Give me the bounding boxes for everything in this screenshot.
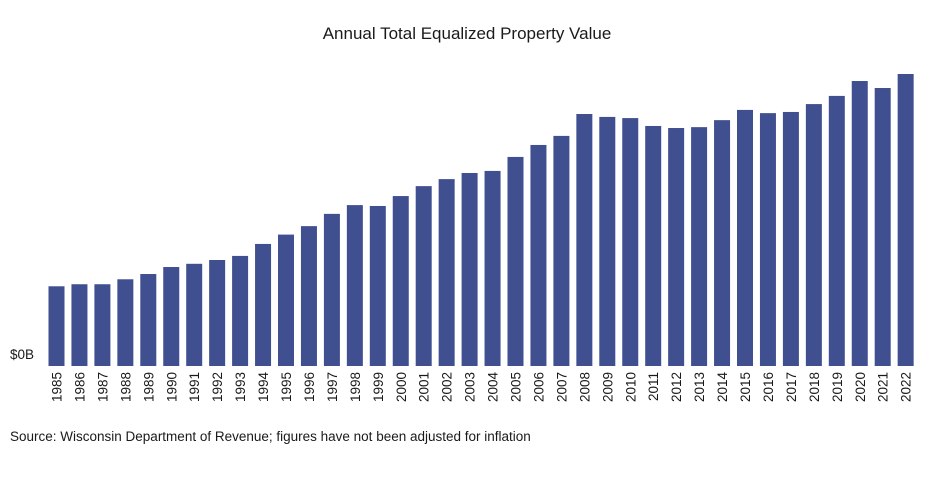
bar-1996	[300, 226, 317, 366]
bar-1989	[140, 274, 157, 366]
x-tick-2000: 2000	[394, 372, 409, 402]
bar-2017	[782, 111, 799, 367]
x-tick-1986: 1986	[72, 372, 87, 402]
bar-1991	[186, 263, 203, 366]
bar-2005	[507, 156, 524, 366]
x-tick-1985: 1985	[50, 372, 65, 402]
bar-2009	[599, 116, 616, 366]
bar-2007	[553, 135, 570, 366]
bar-1995	[278, 234, 294, 366]
bar-1993	[232, 255, 249, 366]
bar-2001	[415, 186, 432, 366]
x-tick-2009: 2009	[600, 372, 615, 402]
bar-1986	[71, 284, 88, 366]
y-tick-label-zero: $0B	[10, 347, 34, 362]
bar-2008	[576, 114, 593, 366]
bar-2021	[874, 88, 891, 367]
x-tick-2005: 2005	[509, 372, 524, 402]
bar-2014	[714, 120, 731, 366]
x-tick-2008: 2008	[577, 372, 592, 402]
x-tick-2019: 2019	[830, 372, 845, 402]
x-tick-1992: 1992	[210, 372, 225, 402]
x-tick-2012: 2012	[669, 372, 684, 402]
x-tick-2002: 2002	[440, 372, 455, 402]
bar-1999	[369, 205, 386, 366]
x-tick-2010: 2010	[623, 372, 638, 402]
bar-2006	[530, 144, 547, 366]
x-tick-1988: 1988	[118, 372, 133, 402]
x-tick-2014: 2014	[715, 372, 730, 403]
x-tick-2018: 2018	[807, 372, 822, 402]
x-tick-1993: 1993	[233, 372, 248, 402]
x-tick-1996: 1996	[302, 372, 317, 402]
x-tick-2015: 2015	[738, 372, 753, 402]
x-tick-1994: 1994	[256, 372, 271, 403]
bar-1990	[163, 267, 180, 366]
bar-2004	[484, 170, 501, 366]
bar-1994	[255, 243, 272, 366]
x-tick-1998: 1998	[348, 372, 363, 402]
x-tick-1995: 1995	[279, 372, 294, 402]
x-tick-1997: 1997	[325, 372, 340, 402]
bar-2015	[737, 109, 753, 367]
x-tick-1989: 1989	[141, 372, 156, 402]
x-tick-1991: 1991	[187, 372, 202, 402]
x-tick-2001: 2001	[417, 372, 432, 402]
bar-2011	[645, 125, 662, 366]
bar-2000	[392, 196, 409, 366]
bar-2013	[691, 127, 708, 366]
bar-2012	[668, 128, 685, 366]
x-tick-1990: 1990	[164, 372, 179, 402]
bar-2010	[622, 118, 639, 366]
x-tick-2021: 2021	[876, 372, 891, 402]
x-tick-2013: 2013	[692, 372, 707, 402]
x-tick-2007: 2007	[554, 372, 569, 402]
bar-series	[48, 74, 914, 367]
bar-2022	[897, 74, 914, 366]
x-tick-2016: 2016	[761, 372, 776, 402]
bar-1997	[323, 213, 340, 366]
x-tick-2004: 2004	[486, 372, 501, 403]
x-tick-1987: 1987	[95, 372, 110, 402]
bar-2016	[759, 113, 776, 366]
x-tick-2017: 2017	[784, 372, 799, 402]
bar-1985	[48, 286, 65, 366]
x-tick-2020: 2020	[853, 372, 868, 402]
bar-2019	[828, 95, 845, 367]
bar-2020	[851, 81, 868, 366]
x-tick-2011: 2011	[646, 372, 661, 401]
bar-1988	[117, 279, 134, 366]
bar-2002	[438, 179, 455, 366]
bar-chart: 1985 1986 1987 1988 1989 1990 1991 1992 1993 1994…	[10, 74, 914, 403]
chart-title: Annual Total Equalized Property Value	[322, 24, 612, 43]
bar-2018	[805, 104, 822, 366]
bar-1987	[94, 284, 111, 366]
x-tick-1999: 1999	[371, 372, 386, 402]
x-tick-2022: 2022	[899, 372, 914, 402]
source-note: Source: Wisconsin Department of Revenue;…	[10, 429, 531, 444]
bar-1998	[346, 205, 363, 366]
x-tick-2003: 2003	[463, 372, 478, 402]
x-tick-2006: 2006	[531, 372, 546, 402]
bar-2003	[461, 172, 478, 366]
bar-1992	[209, 260, 226, 366]
x-tick-labels: 1985 1986 1987 1988 1989 1990 1991 1992 1993 1994…	[50, 372, 914, 403]
